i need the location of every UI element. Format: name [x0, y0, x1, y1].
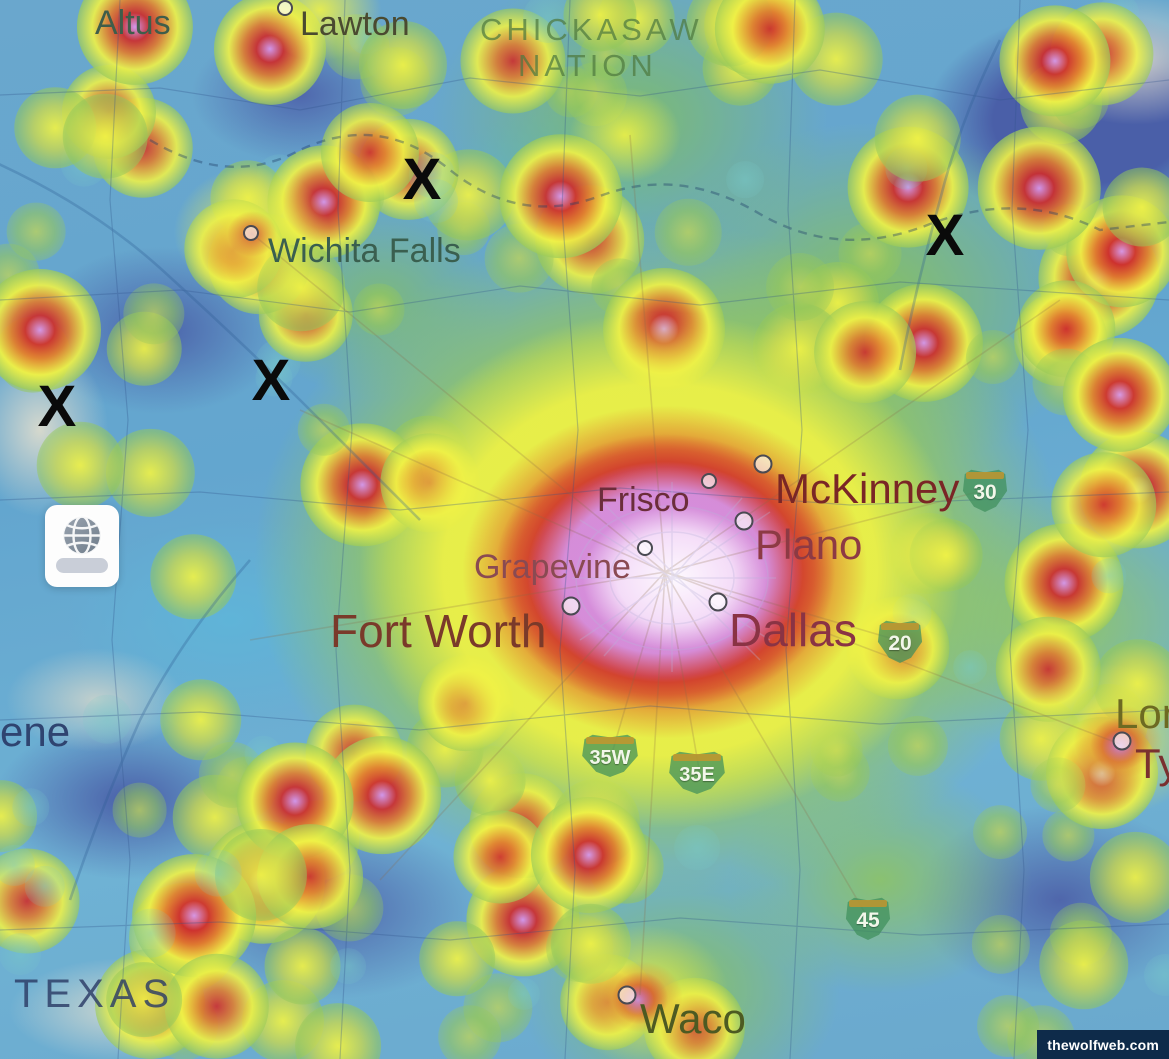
city-marker-grapevine[interactable] — [637, 540, 653, 556]
city-marker-lawton[interactable] — [277, 0, 293, 16]
x-northwest-marker[interactable]: X — [251, 348, 291, 413]
city-marker-waco[interactable] — [617, 985, 637, 1005]
globe-icon — [59, 513, 105, 564]
x-northeast-marker[interactable]: X — [925, 203, 965, 268]
shield-number: 20 — [888, 632, 912, 655]
shield-number: 45 — [856, 909, 880, 932]
shield-top-bar — [965, 472, 1005, 479]
city-marker-mckinney[interactable] — [753, 454, 773, 474]
city-marker-frisco[interactable] — [701, 473, 717, 489]
x-north-wichita-marker[interactable]: X — [402, 147, 442, 212]
highway-shield-30: 30 — [962, 468, 1008, 512]
highway-shield-20: 20 — [877, 619, 923, 663]
x-west-abilene-marker[interactable]: X — [37, 374, 77, 439]
shield-top-bar — [880, 623, 920, 630]
shield-top-bar — [585, 737, 635, 744]
highway-shield-35e: 35E — [668, 750, 726, 794]
city-marker-wichita-falls[interactable] — [243, 225, 259, 241]
city-marker-plano[interactable] — [734, 511, 754, 531]
highway-shield-45: 45 — [845, 896, 891, 940]
badge-bar — [56, 558, 108, 573]
highway-shield-35w: 35W — [581, 733, 639, 777]
shield-number: 35E — [679, 763, 715, 786]
watermark: thewolfweb.com — [1037, 1030, 1169, 1059]
city-marker-fort-worth[interactable] — [561, 596, 581, 616]
shield-top-bar — [848, 900, 888, 907]
shield-number: 30 — [973, 481, 997, 504]
city-marker-dallas[interactable] — [708, 592, 728, 612]
shield-number: 35W — [589, 746, 631, 769]
globe-badge-button[interactable] — [45, 505, 119, 587]
watermark-text: thewolfweb.com — [1047, 1036, 1159, 1053]
city-marker-ty[interactable] — [1112, 731, 1132, 751]
shield-top-bar — [672, 754, 722, 761]
